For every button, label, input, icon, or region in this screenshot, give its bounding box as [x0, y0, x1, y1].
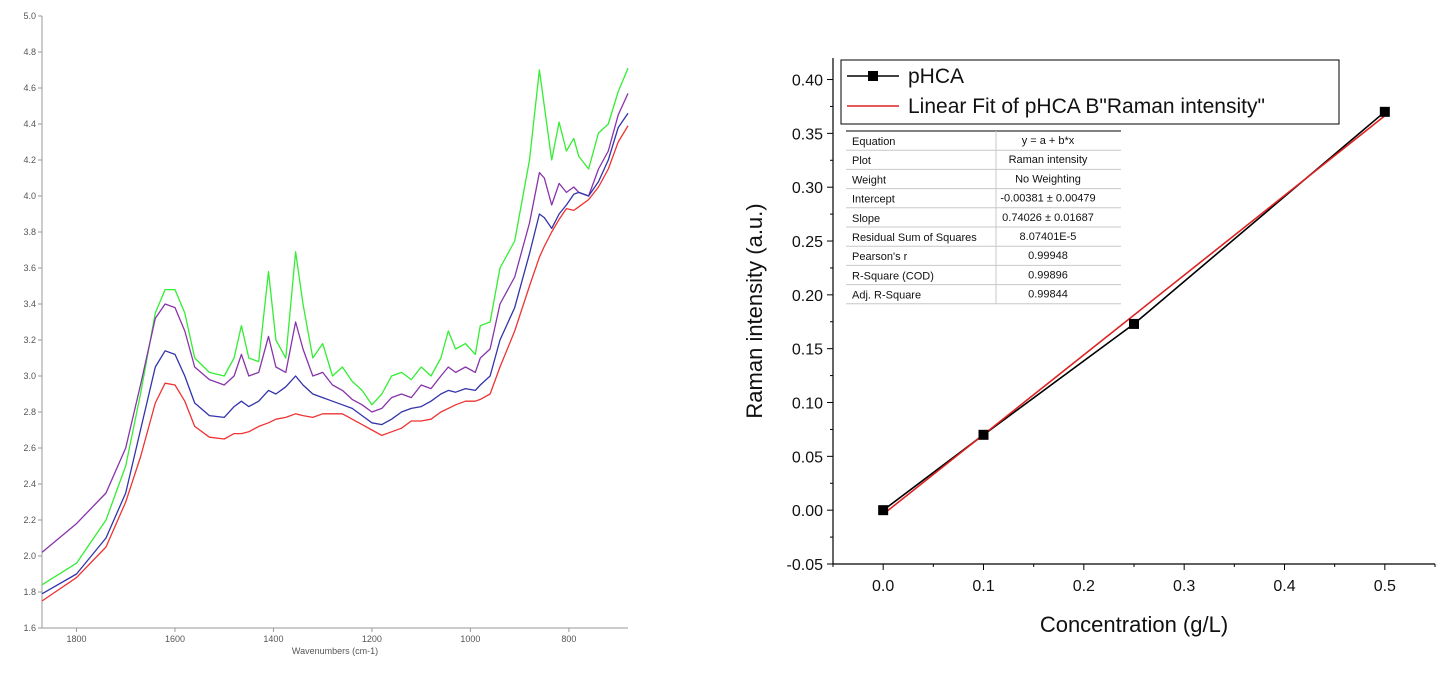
spectra-x-axis-label: Wavenumbers (cm-1): [292, 646, 378, 656]
spectrum-line: [41, 93, 629, 553]
stats-label: Residual Sum of Squares: [852, 232, 977, 244]
stats-label: Slope: [852, 213, 880, 225]
spectra-x-tick-label: 800: [561, 634, 576, 644]
spectra-y-tick-label: 3.8: [23, 227, 36, 237]
stats-label: Adj. R-Square: [852, 290, 921, 302]
stats-label: Intercept: [852, 194, 895, 206]
stats-value: No Weighting: [1015, 173, 1081, 185]
stats-label: Equation: [852, 136, 895, 148]
spectra-y-tick-label: 4.6: [23, 83, 36, 93]
calibration-y-tick-label: 0.30: [792, 180, 823, 197]
spectra-y-tick-label: 5.0: [23, 11, 36, 21]
stats-value: 0.99896: [1028, 269, 1068, 281]
spectra-axes: 1.6 1.8 2.0 2.2 2.4 2.6 2.8 3.0 3.2 3.4 3.6 3.8 4.0 4…: [23, 11, 628, 644]
calibration-y-tick-label: -0.05: [787, 557, 824, 574]
stats-value: 8.07401E-5: [1020, 231, 1077, 243]
stats-label: Weight: [852, 174, 886, 186]
calibration-y-tick-label: 0.05: [792, 449, 823, 466]
spectra-y-tick-label: 4.4: [23, 119, 36, 129]
spectra-y-tick-label: 2.6: [23, 443, 36, 453]
calibration-x-tick-label: 0.0: [872, 578, 894, 595]
spectra-x-tick-label: 1400: [263, 634, 283, 644]
spectra-y-tick-label: 3.0: [23, 371, 36, 381]
calibration-series: [878, 106, 1390, 516]
calibration-y-tick-label: 0.40: [792, 73, 823, 90]
spectrum-line: [41, 67, 629, 586]
stats-background: [846, 131, 1121, 304]
spectra-y-tick-label: 2.4: [23, 479, 36, 489]
stats-value: 0.74026 ± 0.01687: [1002, 212, 1094, 224]
legend-phca-marker: [868, 71, 878, 81]
stats-value: y = a + b*x: [1022, 135, 1075, 147]
stats-value: -0.00381 ± 0.00479: [1000, 193, 1095, 205]
spectra-y-tick-label: 1.6: [23, 623, 36, 633]
phca-data-point: [1379, 106, 1390, 117]
spectra-chart: 1.6 1.8 2.0 2.2 2.4 2.6 2.8 3.0 3.2 3.4 3.6 3.8 4.0 4…: [23, 11, 629, 656]
legend-phca-label: pHCA: [908, 65, 964, 88]
calibration-x-tick-label: 0.4: [1273, 578, 1295, 595]
calibration-y-tick-label: 0.10: [792, 396, 823, 413]
spectra-y-tick-label: 2.0: [23, 551, 36, 561]
calibration-x-axis-label: Concentration (g/L): [1040, 612, 1228, 637]
spectrum-line: [41, 125, 629, 602]
spectra-x-tick-label: 1200: [362, 634, 382, 644]
calibration-chart: -0.05 0.00 0.05 0.10 0.15 0.20 0.25 0.30 0.35 0.4…: [742, 58, 1436, 637]
legend-box: [840, 59, 1340, 125]
spectra-x-tick-label: 1000: [460, 634, 480, 644]
calibration-y-tick-label: 0.25: [792, 234, 823, 251]
stats-label: Plot: [852, 155, 871, 167]
linear-fit-line: [882, 115, 1386, 515]
calibration-y-tick-label: 0.15: [792, 342, 823, 359]
spectrum-line: [41, 112, 629, 595]
fit-statistics-table: Equation y = a + b*x Plot Raman intensity We…: [846, 130, 1121, 305]
phca-data-point: [878, 505, 889, 516]
phca-data-point: [1129, 318, 1139, 329]
stats-label: R-Square (COD): [852, 270, 934, 282]
calibration-x-tick-label: 0.1: [972, 578, 994, 595]
spectra-y-tick-label: 2.2: [23, 515, 36, 525]
spectra-y-tick-label: 3.2: [23, 335, 36, 345]
phca-line: [882, 111, 1386, 511]
spectra-y-tick-label: 2.8: [23, 407, 36, 417]
stats-value: Raman intensity: [1009, 154, 1088, 166]
stats-value: 0.99844: [1028, 289, 1068, 301]
spectra-series: [41, 67, 629, 602]
spectra-y-tick-label: 4.0: [23, 191, 36, 201]
phca-data-point: [978, 429, 989, 440]
spectra-y-tick-label: 3.4: [23, 299, 36, 309]
spectra-x-tick-label: 1600: [165, 634, 185, 644]
spectra-y-tick-label: 3.6: [23, 263, 36, 273]
calibration-y-tick-label: 0.35: [792, 126, 823, 143]
calibration-x-tick-label: 0.3: [1173, 578, 1195, 595]
calibration-legend: pHCA Linear Fit of pHCA B"Raman intensity…: [840, 59, 1340, 125]
legend-fit-label: Linear Fit of pHCA B"Raman intensity": [908, 95, 1265, 118]
spectra-x-tick-label: 1800: [66, 634, 86, 644]
calibration-y-axis-label: Raman intensity (a.u.): [742, 203, 767, 418]
stats-value: 0.99948: [1028, 250, 1068, 262]
spectra-y-tick-label: 4.2: [23, 155, 36, 165]
calibration-y-tick-label: 0.00: [792, 503, 823, 520]
spectra-y-tick-label: 4.8: [23, 47, 36, 57]
calibration-x-tick-label: 0.2: [1073, 578, 1095, 595]
calibration-x-tick-label: 0.5: [1374, 578, 1396, 595]
calibration-axes: -0.05 0.00 0.05 0.10 0.15 0.20 0.25 0.30 0.35 0.4…: [787, 58, 1436, 595]
spectra-y-tick-label: 1.8: [23, 587, 36, 597]
calibration-y-tick-label: 0.20: [792, 288, 823, 305]
stats-label: Pearson's r: [852, 251, 908, 263]
